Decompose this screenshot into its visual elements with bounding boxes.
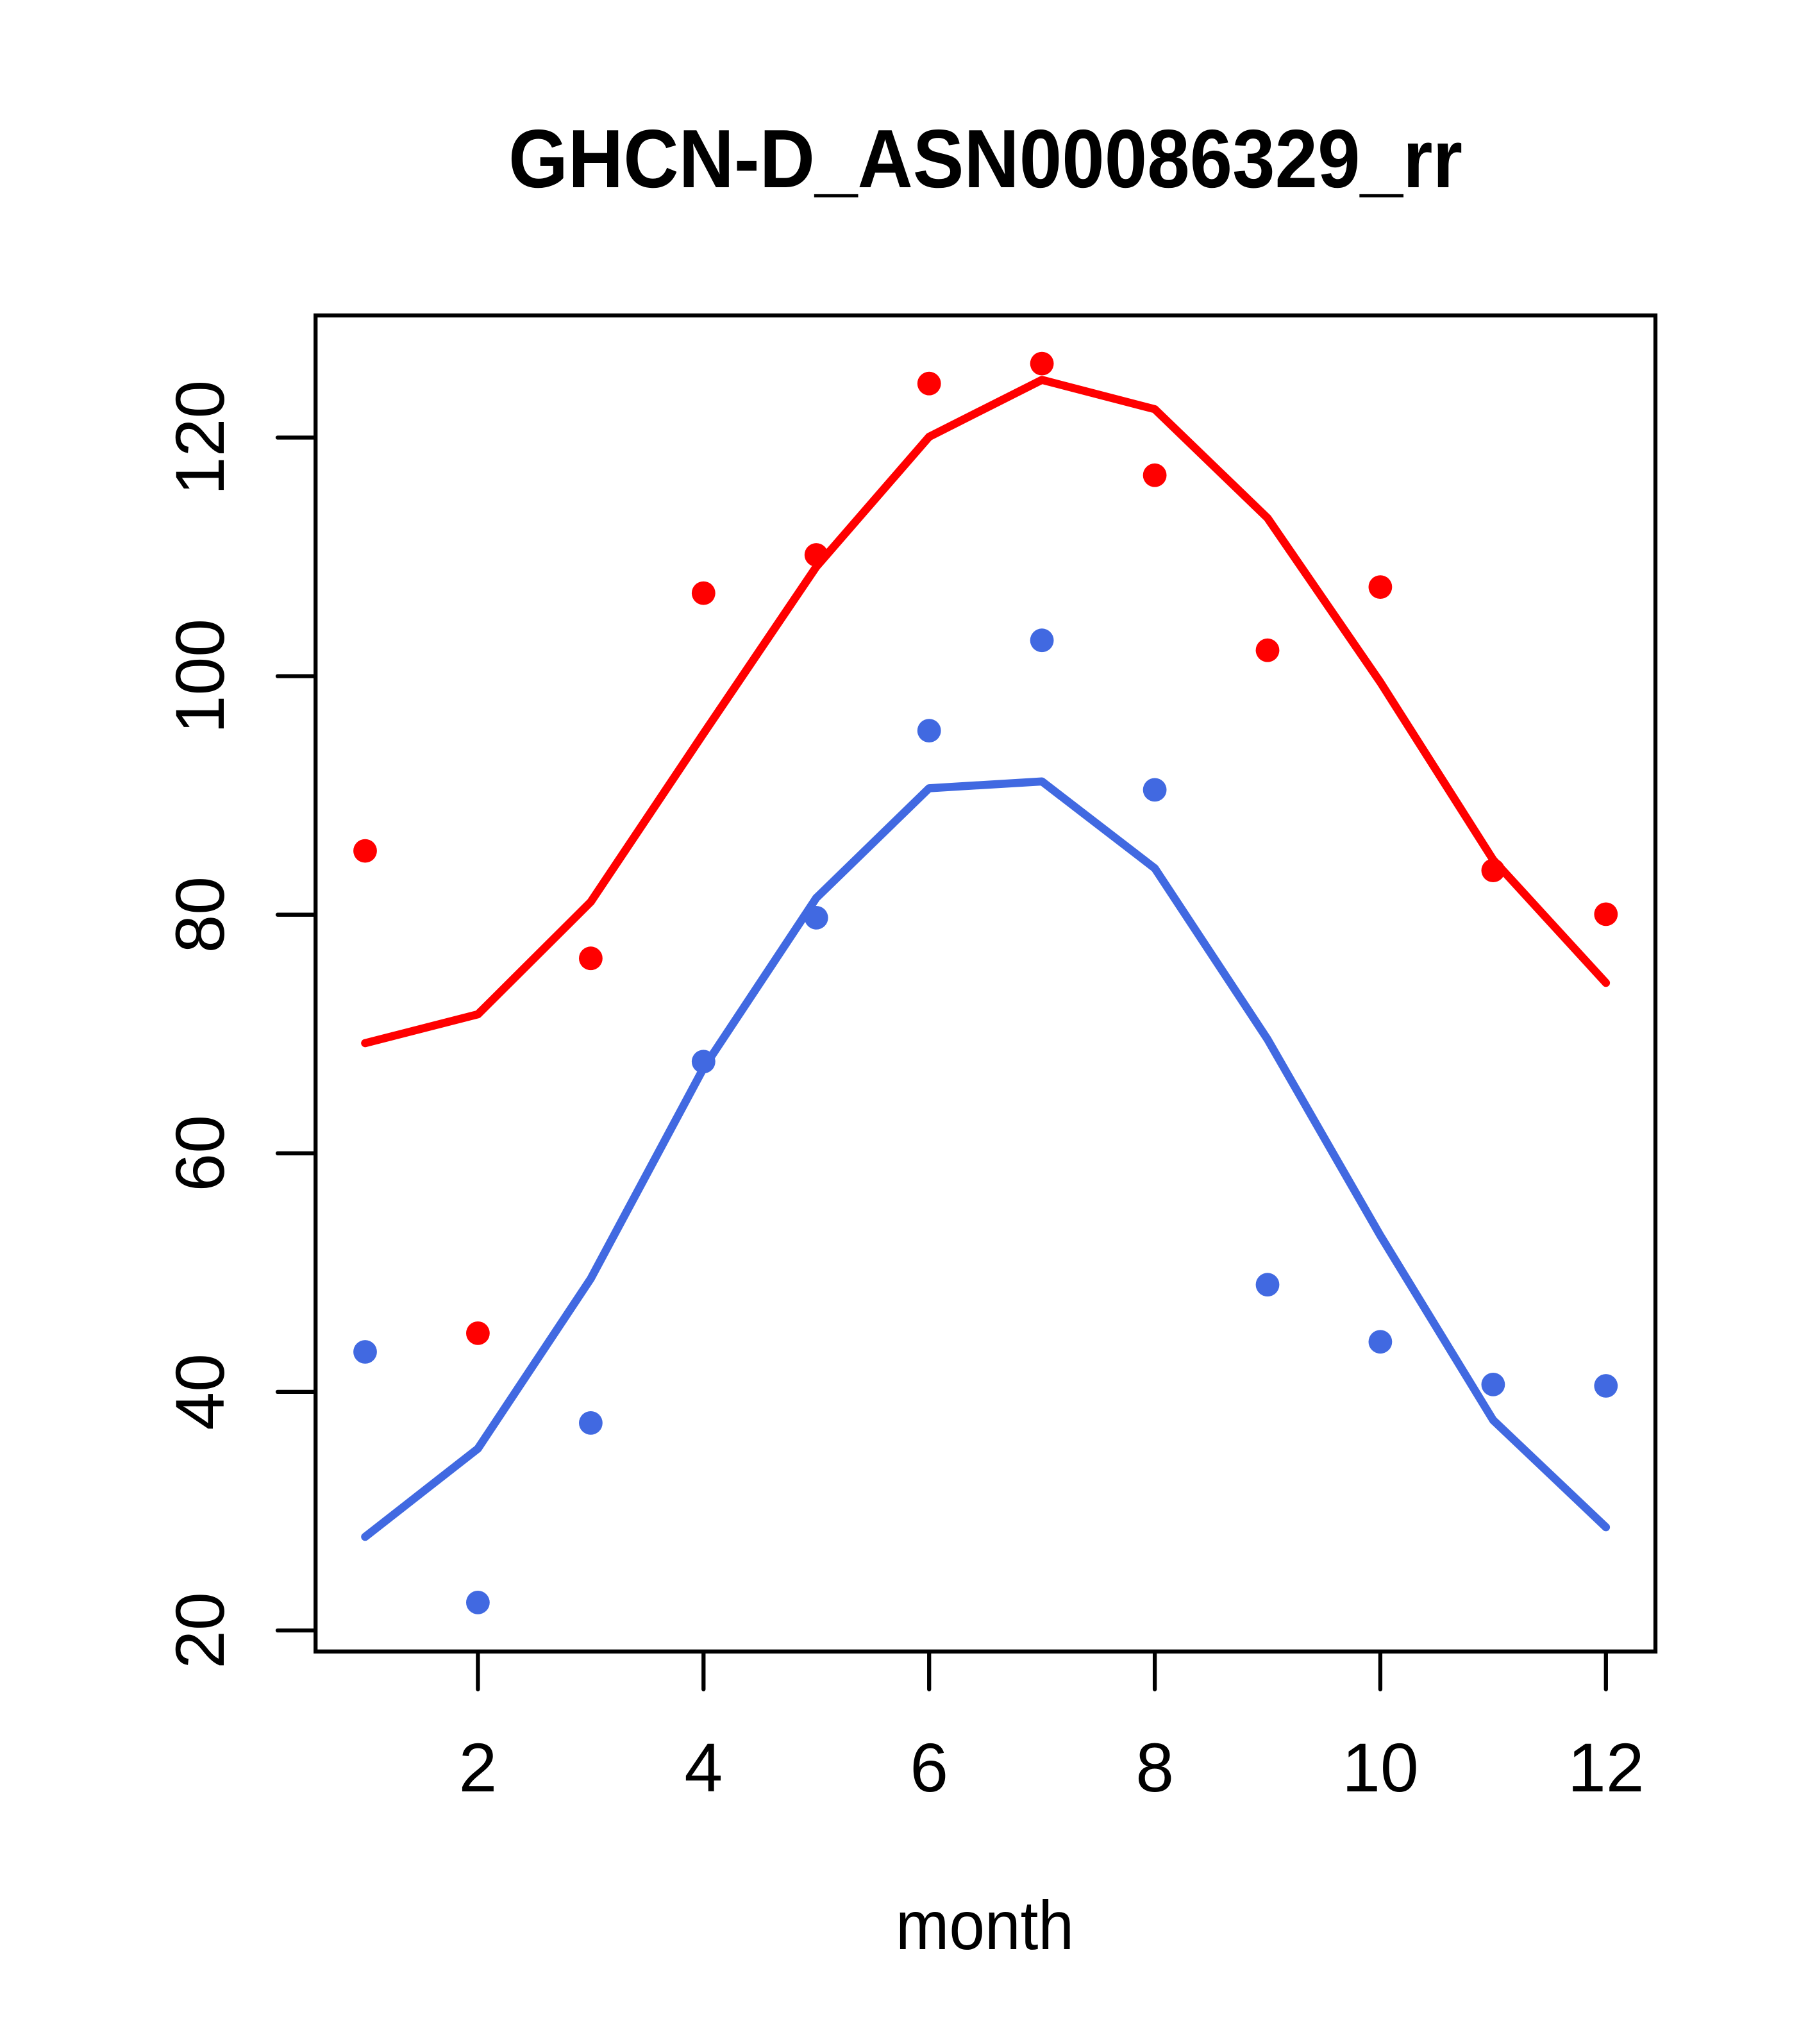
svg-text:12: 12 [1568, 1729, 1645, 1806]
svg-text:20: 20 [162, 1592, 239, 1669]
svg-text:40: 40 [162, 1353, 239, 1430]
svg-text:80: 80 [162, 876, 239, 953]
svg-text:2: 2 [459, 1729, 498, 1806]
svg-text:120: 120 [162, 380, 239, 495]
svg-text:GHCN-D_ASN00086329_rr: GHCN-D_ASN00086329_rr [508, 113, 1462, 205]
svg-text:6: 6 [910, 1729, 948, 1806]
svg-text:10: 10 [1342, 1729, 1419, 1806]
svg-text:100: 100 [162, 619, 239, 733]
svg-text:60: 60 [162, 1115, 239, 1192]
svg-text:8: 8 [1135, 1729, 1174, 1806]
svg-text:month: month [896, 1887, 1074, 1964]
svg-text:4: 4 [684, 1729, 723, 1806]
